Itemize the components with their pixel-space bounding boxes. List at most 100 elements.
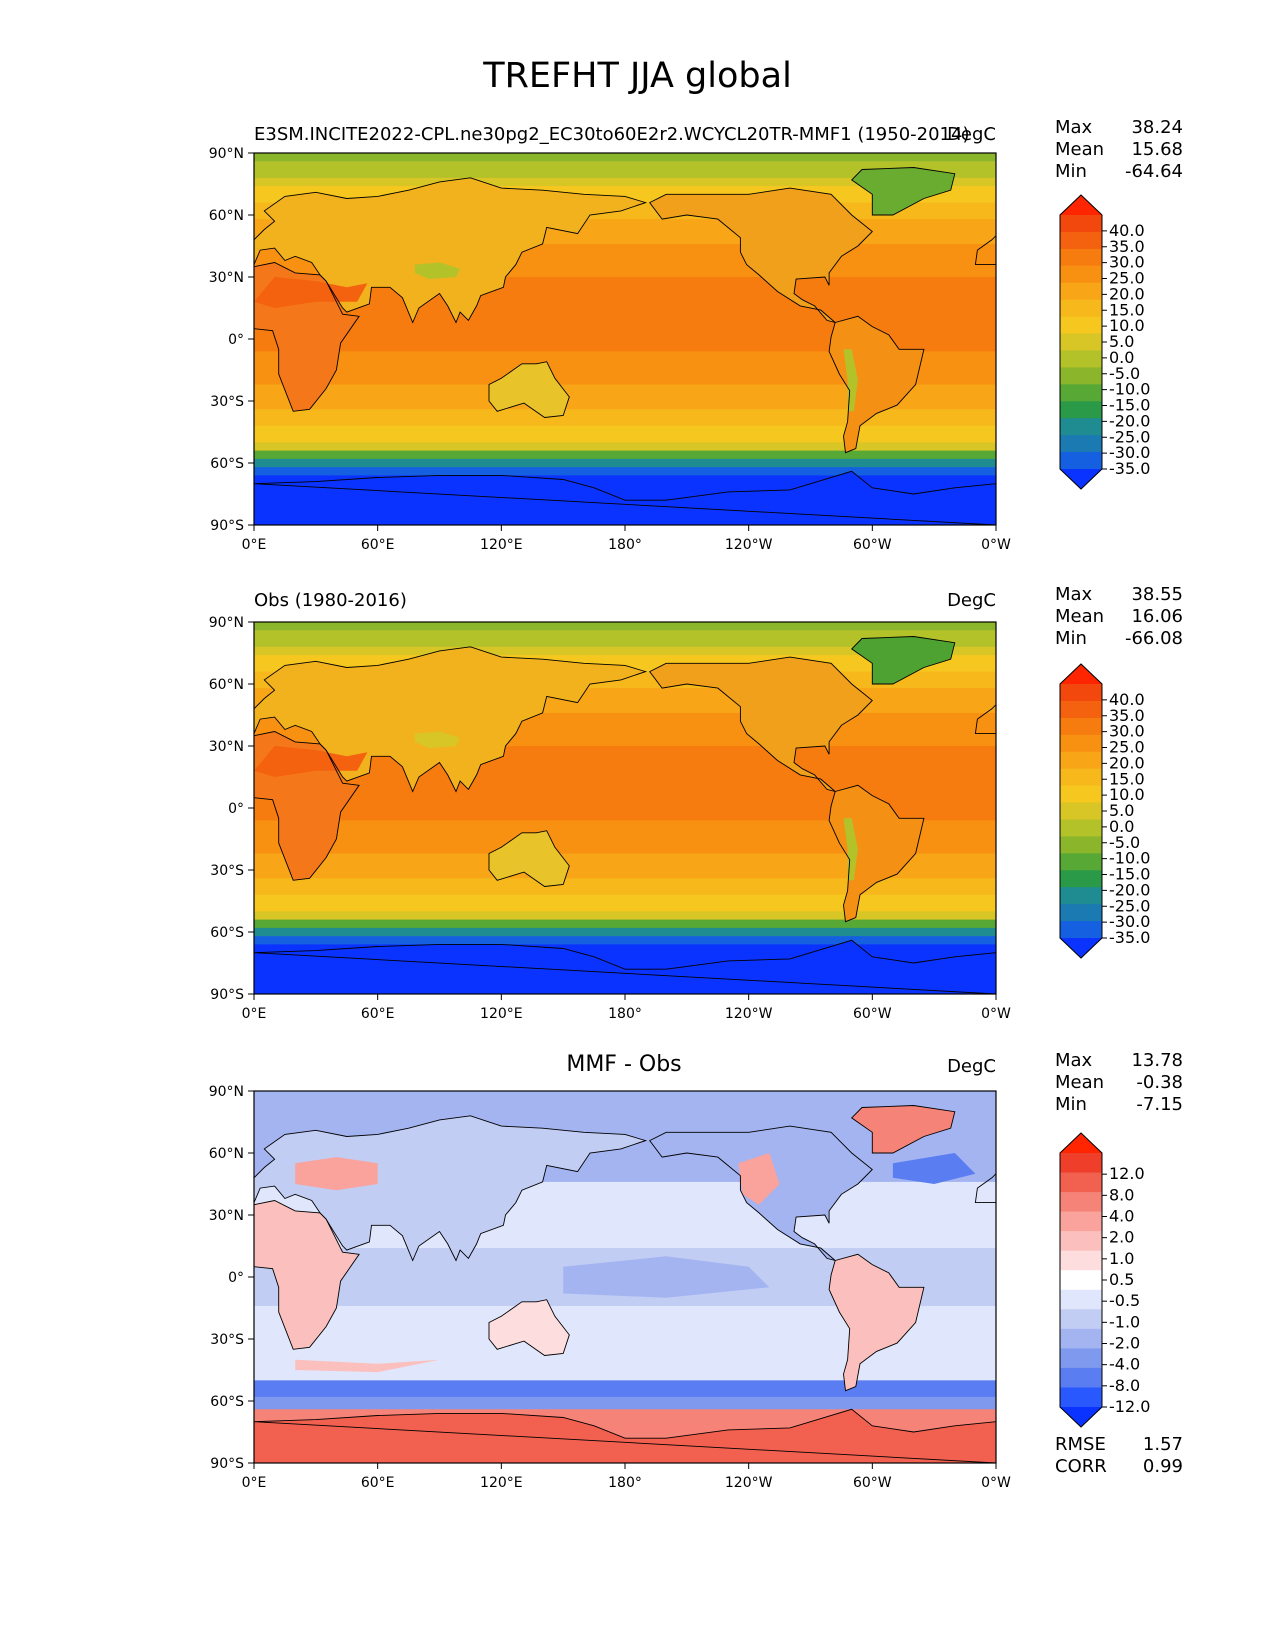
field-band (254, 886, 996, 896)
colorbar-label: 35.0 (1109, 706, 1145, 725)
field-band (254, 450, 996, 460)
field-band (254, 754, 996, 764)
colorbar-extend-bottom (1060, 938, 1102, 958)
colorbar-segment (1060, 887, 1102, 905)
lat-tick-label: 90°N (209, 146, 244, 162)
lat-tick-label: 90°N (209, 615, 244, 631)
colorbar-label: 35.0 (1109, 237, 1145, 256)
field-band (254, 442, 996, 452)
field-band (254, 260, 996, 270)
land-fill (649, 657, 873, 792)
stat-value: -7.15 (1136, 1094, 1183, 1115)
field-band (254, 475, 996, 485)
land-fill (254, 277, 368, 308)
colorbar-extend-top (1060, 195, 1102, 215)
colorbar-segment (1060, 700, 1102, 719)
stat-label: Min (1055, 161, 1087, 182)
coastline (851, 636, 956, 685)
colorbar-label: -2.0 (1109, 1334, 1140, 1353)
field-band (254, 853, 996, 863)
colorbar-label: -30.0 (1109, 912, 1150, 931)
colorbar-segment (1060, 367, 1102, 385)
metric-value: 1.57 (1142, 1434, 1183, 1455)
field-band (254, 861, 996, 871)
field-band (254, 1405, 996, 1414)
coastline (254, 646, 648, 793)
colorbar-label: -30.0 (1109, 443, 1150, 462)
field-band (254, 729, 996, 739)
field-band (254, 210, 996, 220)
field-band (254, 1355, 996, 1365)
panel-2-stats: Max 38.55 Mean 16.06 Min -66.08 (1055, 584, 1183, 650)
colorbar-segment (1060, 1231, 1102, 1252)
coastline (851, 167, 956, 216)
field-band (254, 367, 996, 377)
field-band (254, 646, 996, 656)
field-band (254, 1413, 996, 1423)
colorbar-segment (1060, 870, 1102, 888)
colorbar-segment (1060, 751, 1102, 770)
stat-value: 15.68 (1131, 139, 1183, 160)
field-band (254, 803, 996, 813)
colorbar-label: 0.0 (1109, 348, 1134, 367)
land-fill (489, 1299, 570, 1356)
colorbar-label: -1.0 (1109, 1312, 1140, 1331)
field-band (254, 219, 996, 228)
coastline (254, 470, 996, 525)
lon-tick-label: 120°E (480, 1475, 523, 1491)
lon-tick-label: 0°W (981, 1475, 1011, 1491)
lon-tick-label: 120°W (725, 1006, 773, 1022)
colorbar-segment (1060, 1172, 1102, 1193)
panel-2-units: DegC (947, 590, 996, 611)
field-band (254, 1239, 996, 1249)
colorbar-segment (1060, 802, 1102, 820)
field-band (254, 483, 996, 493)
field-band (254, 927, 996, 937)
field-band (254, 1363, 996, 1373)
lat-tick-label: 0° (228, 801, 244, 817)
field-band (254, 351, 996, 361)
colorbar-segment (1060, 333, 1102, 351)
panel-3-field (254, 1091, 996, 1463)
coastline (254, 1408, 996, 1463)
stat-value: -0.38 (1136, 1072, 1183, 1093)
colorbar-label: 5.0 (1109, 332, 1134, 351)
lon-tick-label: 120°W (725, 1475, 773, 1491)
field-band (254, 1124, 996, 1133)
colorbar-label: -5.0 (1109, 364, 1140, 383)
panel-3-colorbar: 12.0 8.0 4.0 2.0 1.0 0.5 -0.5 -1.0 -2.0 -4.0 -8.0 -… (1059, 1132, 1150, 1428)
land-fill (829, 1254, 924, 1391)
field-band (254, 1091, 996, 1100)
colorbar-segment (1060, 350, 1102, 368)
field-band (254, 894, 996, 904)
colorbar-segment (1060, 836, 1102, 854)
lon-tick-label: 180° (608, 1006, 642, 1022)
colorbar-extend-bottom (1060, 469, 1102, 489)
field-band (254, 746, 996, 755)
field-band (254, 384, 996, 394)
land-fill (851, 167, 955, 215)
field-band (254, 1380, 996, 1390)
stat-value: 38.24 (1131, 117, 1183, 138)
lat-tick-label: 60°S (210, 456, 244, 472)
colorbar-label: 4.0 (1109, 1207, 1134, 1226)
lon-tick-label: 180° (608, 537, 642, 553)
field-band (254, 1206, 996, 1216)
field-band (254, 467, 996, 476)
coastline (254, 1115, 648, 1262)
colorbar-label: 2.0 (1109, 1228, 1134, 1247)
field-band (254, 704, 996, 714)
field-band (254, 828, 996, 838)
field-band (254, 293, 996, 303)
coastline (649, 656, 873, 792)
field-band (254, 936, 996, 945)
field-band (254, 1330, 996, 1340)
field-band (254, 243, 996, 253)
field-band (254, 1231, 996, 1241)
field-band (254, 696, 996, 706)
field-band (254, 1388, 996, 1398)
field-band (254, 1148, 996, 1158)
colorbar-label: 1.0 (1109, 1249, 1134, 1268)
panel-1-colorbar: 40.035.030.025.020.015.010.05.00.0-5.0-1… (1059, 194, 1150, 490)
colorbar-label: -10.0 (1109, 380, 1150, 399)
